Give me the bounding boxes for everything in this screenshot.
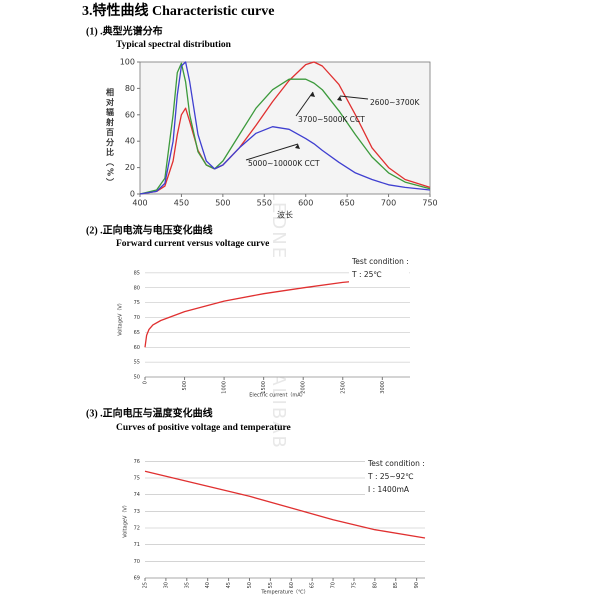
arrowhead <box>295 144 300 149</box>
section-heading: (2) .正向电流与电压变化曲线 <box>86 223 213 236</box>
section-heading: (1) .典型光谱分布 <box>86 24 163 37</box>
x-tick-label: 3000 <box>380 381 386 394</box>
x-tick-label: 500 <box>215 199 230 208</box>
x-tick-label: 25 <box>143 582 149 588</box>
x-tick-label: 80 <box>372 582 378 588</box>
page-title: 3.特性曲线 Characteristic curve <box>82 2 274 19</box>
x-tick-label: 45 <box>226 582 232 588</box>
x-tick-label: 750 <box>422 199 437 208</box>
y-tick-label: 70 <box>134 559 140 565</box>
data-line <box>139 61 431 195</box>
section-subtitle: Curves of positive voltage and temperatu… <box>116 423 291 433</box>
y-tick-label: 80 <box>134 285 140 291</box>
y-tick-label: 76 <box>134 459 140 465</box>
data-line <box>144 470 426 539</box>
data-line <box>139 62 431 195</box>
y-tick-label: 72 <box>134 526 140 532</box>
y-tick-label: 69 <box>134 576 140 582</box>
y-tick-label: 74 <box>134 492 140 498</box>
y-tick-label: 100 <box>120 58 135 67</box>
x-tick-label: 550 <box>257 199 272 208</box>
annotation-box <box>365 457 429 498</box>
y-tick-label: 65 <box>134 330 140 336</box>
annotation: T : 25~92℃ <box>367 472 414 481</box>
x-tick-label: 500 <box>182 381 188 391</box>
y-tick-label: 75 <box>134 476 140 482</box>
x-tick-label: 1000 <box>222 381 228 394</box>
x-tick-label: 60 <box>289 582 295 588</box>
series-label: 2600~3700K <box>370 98 420 107</box>
x-tick-label: 40 <box>205 582 211 588</box>
x-tick-label: 0 <box>143 381 149 384</box>
x-tick-label: 650 <box>340 199 355 208</box>
section-heading: (3) .正向电压与温度变化曲线 <box>86 406 213 419</box>
annotation-box <box>349 255 409 283</box>
x-tick-label: 400 <box>132 199 147 208</box>
y-tick-label: 85 <box>134 270 140 276</box>
x-tick-label: 450 <box>174 199 189 208</box>
arrow <box>245 143 299 161</box>
y-axis-label: VoltageV（V） <box>123 502 129 538</box>
y-tick-label: 20 <box>125 163 135 172</box>
x-axis-label: Temperature（℃） <box>260 590 308 596</box>
x-tick-label: 30 <box>163 582 169 588</box>
y-tick-label: 70 <box>134 315 140 321</box>
arrowhead <box>310 92 315 97</box>
y-tick-label: 73 <box>134 509 140 515</box>
series-label: 3700~5000K CCT <box>298 115 365 124</box>
x-tick-label: 1500 <box>261 381 267 394</box>
arrowhead <box>337 96 342 101</box>
y-tick-label: 40 <box>125 137 135 146</box>
section-subtitle: Typical spectral distribution <box>116 40 232 50</box>
series-label: 5000~10000K CCT <box>248 159 320 168</box>
y-tick-label: 80 <box>125 84 135 93</box>
x-tick-label: 65 <box>310 582 316 588</box>
x-axis-label: Electric current（mA） <box>249 393 305 399</box>
section-subtitle: Forward current versus voltage curve <box>116 239 269 249</box>
y-tick-label: 0 <box>130 190 135 199</box>
annotation: T : 25℃ <box>351 270 382 279</box>
x-tick-label: 55 <box>268 582 274 588</box>
x-tick-label: 75 <box>351 582 357 588</box>
x-tick-label: 35 <box>184 582 190 588</box>
x-axis-label: 波长 <box>277 210 293 220</box>
y-tick-label: 71 <box>134 542 140 548</box>
y-axis-label: 相对辐射百分比（%） <box>106 87 115 188</box>
y-axis-label: VoltageV（V） <box>118 300 124 336</box>
x-tick-label: 600 <box>298 199 313 208</box>
y-tick-label: 50 <box>134 375 140 381</box>
x-tick-label: 85 <box>393 582 399 588</box>
arrow <box>339 95 369 100</box>
annotation: I : 1400mA <box>368 485 410 494</box>
y-tick-label: 60 <box>134 345 140 351</box>
x-tick-label: 50 <box>247 582 253 588</box>
annotation: Test condition : <box>351 257 409 266</box>
x-tick-label: 90 <box>414 582 420 588</box>
x-tick-label: 2000 <box>301 381 307 394</box>
x-tick-label: 70 <box>331 582 337 588</box>
y-tick-label: 55 <box>134 360 140 366</box>
annotation: Test condition : <box>367 459 425 468</box>
x-tick-label: 2500 <box>340 381 346 394</box>
y-tick-label: 75 <box>134 300 140 306</box>
y-tick-label: 60 <box>125 110 135 119</box>
x-tick-label: 700 <box>381 199 396 208</box>
